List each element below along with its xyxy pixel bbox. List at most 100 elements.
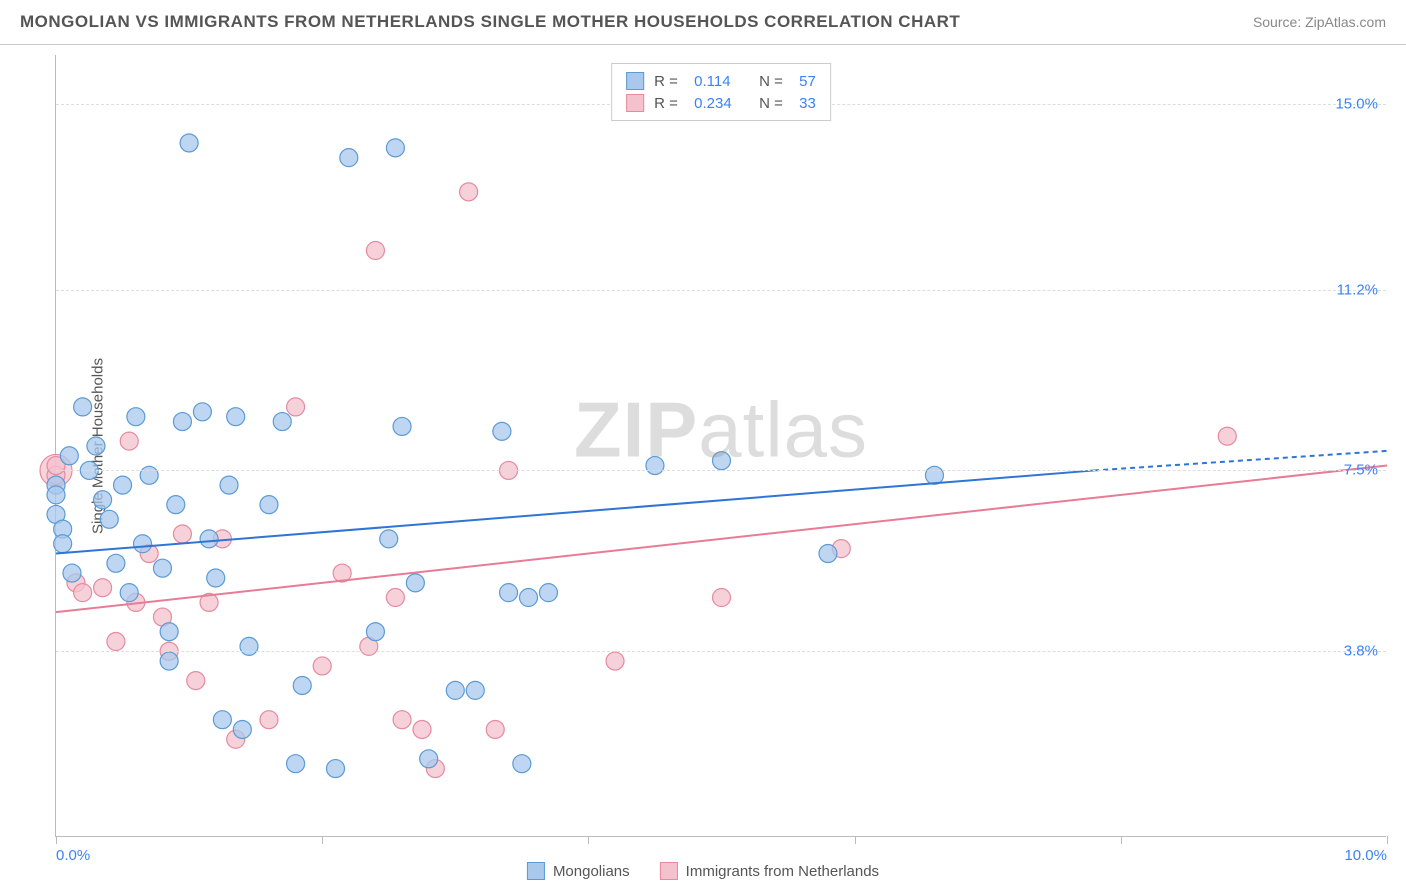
data-point [167, 496, 185, 514]
chart-header: MONGOLIAN VS IMMIGRANTS FROM NETHERLANDS… [0, 0, 1406, 45]
data-point [140, 466, 158, 484]
data-point [380, 530, 398, 548]
data-point [313, 657, 331, 675]
data-point [60, 447, 78, 465]
data-point [260, 496, 278, 514]
xtick [588, 836, 589, 844]
data-point [94, 491, 112, 509]
data-point [173, 413, 191, 431]
gridline [56, 290, 1386, 291]
data-point [287, 755, 305, 773]
swatch-mongolians [527, 862, 545, 880]
n-label: N = [759, 73, 789, 90]
data-point [493, 422, 511, 440]
data-point [120, 432, 138, 450]
xtick [1387, 836, 1388, 844]
data-point [925, 466, 943, 484]
data-point [386, 589, 404, 607]
data-point [293, 676, 311, 694]
data-point [366, 242, 384, 260]
data-point [47, 486, 65, 504]
data-point [1218, 427, 1236, 445]
data-point [127, 408, 145, 426]
data-point [393, 711, 411, 729]
n-value-1: 57 [799, 73, 816, 90]
data-point [500, 584, 518, 602]
swatch-netherlands [660, 862, 678, 880]
data-point [466, 681, 484, 699]
series-legend: Mongolians Immigrants from Netherlands [527, 862, 879, 880]
data-point [406, 574, 424, 592]
data-point [386, 139, 404, 157]
data-point [460, 183, 478, 201]
data-point [260, 711, 278, 729]
plot-area: ZIPatlas R = 0.114 N = 57 R = 0.234 N = … [55, 55, 1386, 837]
data-point [120, 584, 138, 602]
ytick-label: 11.2% [1337, 281, 1378, 298]
r-value-1: 0.114 [694, 73, 749, 90]
data-point [520, 589, 538, 607]
data-point [446, 681, 464, 699]
legend-row-series2: R = 0.234 N = 33 [626, 92, 816, 114]
gridline [56, 470, 1386, 471]
data-point [713, 589, 731, 607]
ytick-label: 15.0% [1335, 95, 1378, 112]
gridline [56, 651, 1386, 652]
data-point [340, 149, 358, 167]
xtick-label: 0.0% [56, 847, 90, 864]
data-point [539, 584, 557, 602]
chart-source: Source: ZipAtlas.com [1253, 14, 1386, 30]
legend-item-netherlands: Immigrants from Netherlands [660, 862, 879, 880]
data-point [107, 633, 125, 651]
data-point [713, 452, 731, 470]
xtick [1121, 836, 1122, 844]
data-point [220, 476, 238, 494]
r-value-2: 0.234 [694, 95, 749, 112]
data-point [87, 437, 105, 455]
legend-item-mongolians: Mongolians [527, 862, 630, 880]
legend-row-series1: R = 0.114 N = 57 [626, 70, 816, 92]
data-point [54, 535, 72, 553]
data-point [227, 408, 245, 426]
data-point [74, 398, 92, 416]
data-point [200, 530, 218, 548]
xtick-label: 10.0% [1344, 847, 1387, 864]
swatch-series2 [626, 94, 644, 112]
regression-line [56, 470, 1094, 553]
data-point [393, 417, 411, 435]
n-value-2: 33 [799, 95, 816, 112]
data-point [107, 554, 125, 572]
data-point [413, 720, 431, 738]
data-point [160, 623, 178, 641]
data-point [273, 413, 291, 431]
ytick-label: 3.8% [1344, 643, 1378, 660]
data-point [180, 134, 198, 152]
r-label: R = [654, 73, 684, 90]
data-point [366, 623, 384, 641]
data-point [94, 579, 112, 597]
xtick [855, 836, 856, 844]
data-point [114, 476, 132, 494]
scatter-svg [56, 55, 1386, 836]
data-point [207, 569, 225, 587]
data-point [173, 525, 191, 543]
data-point [819, 545, 837, 563]
chart-container: ZIPatlas R = 0.114 N = 57 R = 0.234 N = … [55, 55, 1386, 837]
xtick [322, 836, 323, 844]
data-point [160, 652, 178, 670]
data-point [287, 398, 305, 416]
data-point [187, 672, 205, 690]
r-label: R = [654, 95, 684, 112]
data-point [486, 720, 504, 738]
data-point [63, 564, 81, 582]
data-point [134, 535, 152, 553]
data-point [420, 750, 438, 768]
data-point [327, 760, 345, 778]
legend-label-2: Immigrants from Netherlands [686, 863, 879, 880]
data-point [646, 457, 664, 475]
chart-title: MONGOLIAN VS IMMIGRANTS FROM NETHERLANDS… [20, 12, 960, 32]
correlation-legend: R = 0.114 N = 57 R = 0.234 N = 33 [611, 63, 831, 121]
data-point [240, 637, 258, 655]
data-point [74, 584, 92, 602]
data-point [193, 403, 211, 421]
